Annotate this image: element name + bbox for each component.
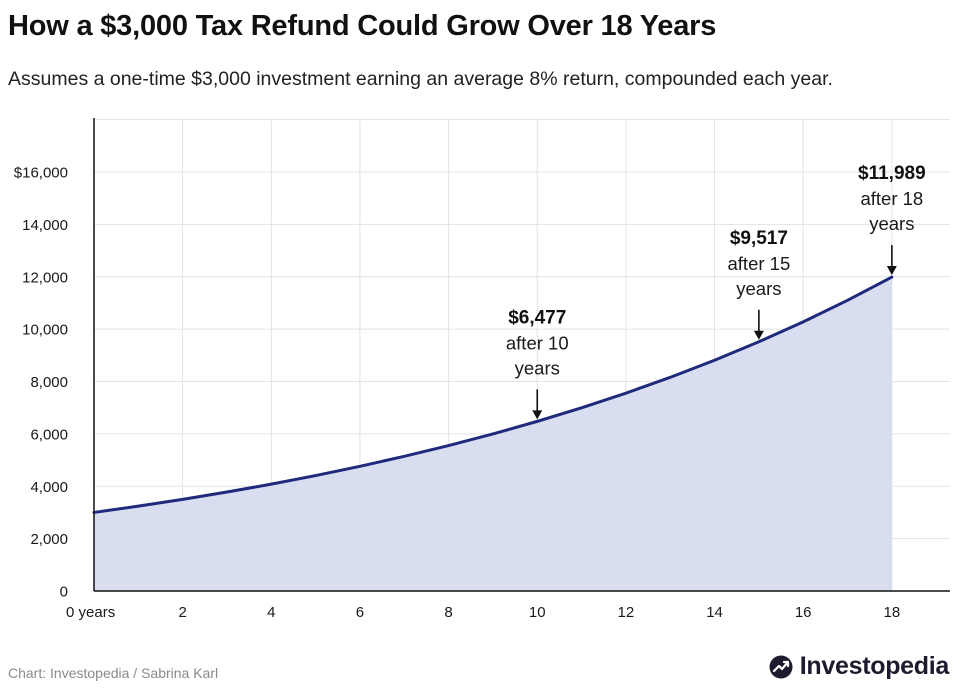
investopedia-logo-icon (769, 655, 793, 678)
axes (93, 118, 950, 592)
annotation: years after 18 $11,989 (858, 163, 926, 276)
annotation-arrow-head (753, 330, 764, 340)
x-tick-label: 18 (884, 604, 901, 621)
y-tick-label: 12,000 (22, 269, 68, 286)
annotation: years after 15 $9,517 (728, 228, 791, 340)
y-tick-label: 4,000 (30, 479, 68, 496)
annotation-value: $9,517 (730, 228, 788, 249)
x-tick-label: 0 years (66, 604, 115, 621)
y-axis-ticks: 0 2,000 4,000 6,000 8,000 10,000 12,000 14,000 $… (14, 165, 68, 601)
y-tick-label: 10,000 (22, 322, 68, 339)
annotation-value: $11,989 (858, 163, 926, 184)
x-tick-label: 12 (618, 604, 635, 621)
x-tick-label: 6 (356, 604, 364, 621)
annotation-line-1: after 15 (728, 253, 791, 274)
x-tick-label: 10 (529, 604, 546, 621)
x-tick-label: 8 (444, 604, 452, 621)
annotation-arrow-head (532, 410, 543, 420)
y-tick-label: 6,000 (30, 426, 68, 443)
annotation-line-2: years (515, 357, 560, 378)
annotation: years after 10 $6,477 (506, 307, 569, 420)
annotation-line-1: after 10 (506, 332, 569, 353)
x-tick-label: 2 (178, 604, 186, 621)
chart-title: How a $3,000 Tax Refund Could Grow Over … (8, 10, 717, 42)
chart-credit: Chart: Investopedia / Sabrina Karl (8, 665, 219, 681)
x-axis-ticks: 0 years 2 4 6 8 10 12 14 16 18 (66, 604, 900, 621)
y-tick-label: 0 (60, 584, 68, 601)
chart-subtitle: Assumes a one-time $3,000 investment ear… (8, 68, 833, 90)
annotation-line-2: years (869, 213, 914, 234)
x-tick-label: 14 (706, 604, 723, 621)
y-tick-label: 2,000 (30, 531, 68, 548)
annotation-line-2: years (736, 278, 781, 299)
x-tick-label: 4 (267, 604, 275, 621)
y-tick-label: $16,000 (14, 165, 68, 182)
brand-logo-lockup: Investopedia (769, 652, 949, 681)
y-tick-label: 8,000 (30, 374, 68, 391)
annotation-arrow-head (886, 266, 897, 276)
series-line (92, 275, 894, 514)
annotation-line-1: after 18 (860, 188, 923, 209)
annotation-value: $6,477 (508, 307, 566, 328)
brand-name: Investopedia (799, 652, 950, 680)
y-tick-label: 14,000 (22, 217, 68, 234)
x-tick-label: 16 (795, 604, 812, 621)
area-layer (92, 275, 894, 591)
